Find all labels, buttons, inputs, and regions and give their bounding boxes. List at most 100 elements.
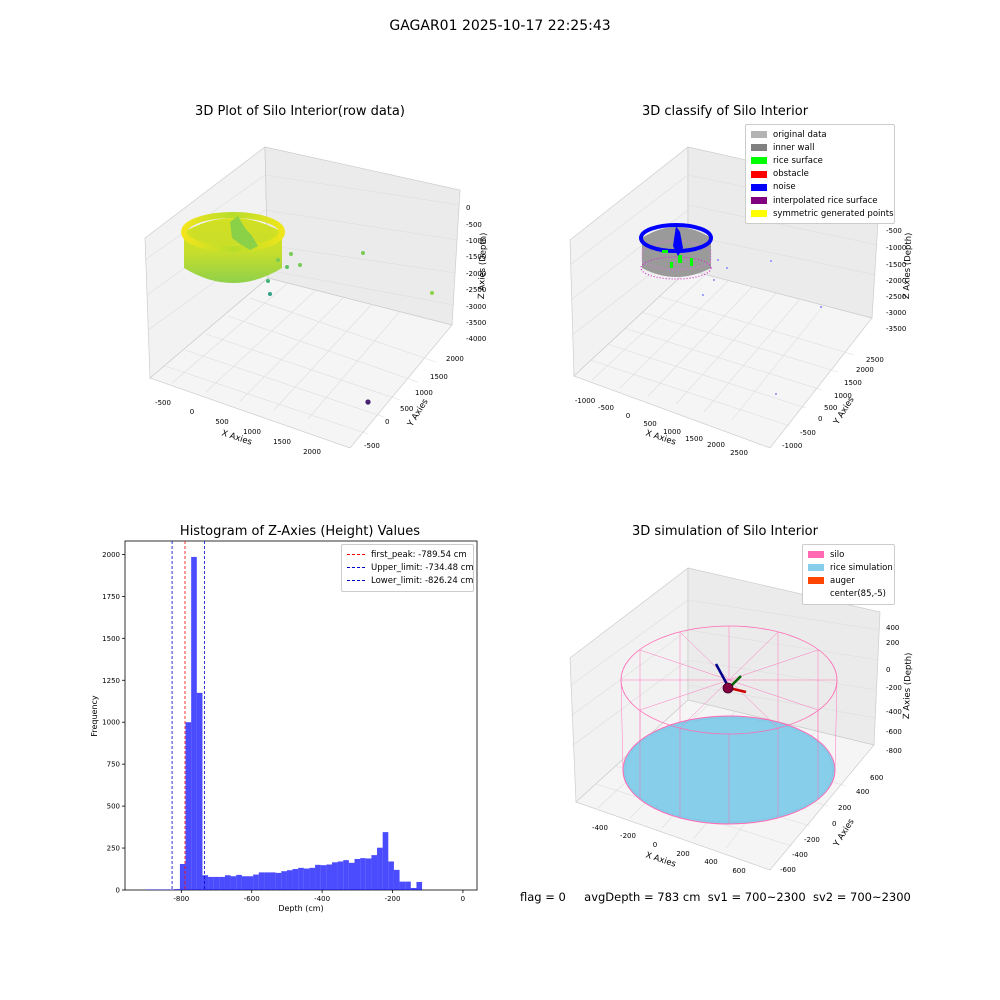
panel4-ticks: -400 -200 0 200 400 600 -600 -400 -200 0… bbox=[592, 624, 902, 875]
histogram-bar bbox=[348, 862, 355, 890]
p4-xtick: 400 bbox=[704, 858, 717, 866]
p4-ztick: -600 bbox=[886, 728, 902, 736]
p2-ytick: 0 bbox=[818, 415, 822, 423]
histogram-xlabel: Depth (cm) bbox=[278, 904, 323, 913]
legend-label: first_peak: -789.54 cm bbox=[371, 549, 467, 560]
p4-ytick: -600 bbox=[780, 866, 796, 874]
histogram-bar bbox=[146, 889, 152, 890]
p2-xtick: 2000 bbox=[707, 441, 725, 449]
p2-xtick: 1000 bbox=[663, 428, 681, 436]
histogram-bar bbox=[337, 861, 344, 890]
histogram-bar bbox=[393, 869, 400, 890]
avg-depth-text: avgDepth = 783 cm bbox=[584, 890, 701, 904]
histogram-y-tick-label: 0 bbox=[116, 887, 120, 895]
p4-ytick: 0 bbox=[832, 820, 836, 828]
histogram-y-tick-label: 750 bbox=[107, 761, 120, 769]
p4-ytick: -200 bbox=[804, 836, 820, 844]
p2-ztick: -500 bbox=[886, 227, 902, 235]
legend-item: center(85,-5) bbox=[808, 588, 889, 601]
histogram-y-tick-label: 1000 bbox=[102, 719, 120, 727]
p1-ztick: -2000 bbox=[466, 270, 486, 278]
p1-ztick: -1500 bbox=[466, 253, 486, 261]
panel1-title: 3D Plot of Silo Interior(row data) bbox=[195, 104, 405, 119]
histogram-frame bbox=[124, 540, 478, 891]
legend-swatch bbox=[808, 564, 824, 572]
p1-ytick: 2000 bbox=[446, 355, 464, 363]
histogram-y-tick-label: 1250 bbox=[102, 677, 120, 685]
histogram-bar bbox=[236, 874, 242, 890]
histogram-bar bbox=[377, 847, 383, 890]
panel4-silo-wireframe bbox=[620, 625, 838, 825]
histogram-bar bbox=[320, 865, 327, 890]
legend-label: center(85,-5) bbox=[830, 589, 886, 600]
legend-item: rice surface bbox=[751, 154, 889, 167]
panel2-classified-scatter bbox=[639, 223, 822, 395]
histogram-bar bbox=[286, 870, 293, 890]
status-footer: flag = 0 avgDepth = 783 cm sv1 = 700~230… bbox=[520, 890, 911, 904]
p2-ytick: 500 bbox=[824, 404, 837, 412]
p4-ztick: 400 bbox=[886, 624, 899, 632]
legend-item: Upper_limit: -734.48 cm bbox=[347, 561, 474, 574]
flag-text: flag = 0 bbox=[520, 890, 566, 904]
sv2-text: sv2 = 700~2300 bbox=[812, 890, 911, 904]
histogram-y-tick-label: 1750 bbox=[102, 593, 120, 601]
histogram-bar bbox=[253, 874, 259, 890]
legend-swatch bbox=[751, 183, 767, 191]
legend-label: noise bbox=[773, 182, 796, 193]
p1-xtick: 2000 bbox=[303, 448, 321, 456]
histogram-bar bbox=[151, 889, 158, 890]
legend-item: rice simulation bbox=[808, 561, 893, 574]
histogram-bar bbox=[241, 876, 248, 890]
panel1-axes bbox=[144, 146, 461, 449]
legend-item: symmetric generated points bbox=[751, 207, 894, 220]
histogram-bar bbox=[331, 862, 338, 890]
histogram-y-ticks: 0 250 500 750 1000 1250 1500 1750 2000 bbox=[102, 551, 125, 895]
legend-label: rice simulation bbox=[830, 562, 893, 573]
legend-label: symmetric generated points bbox=[773, 208, 894, 219]
legend-label: Lower_limit: -826.24 cm bbox=[371, 575, 474, 586]
p1-ztick: -1000 bbox=[466, 237, 486, 245]
histogram-bar bbox=[365, 858, 372, 890]
p4-ytick: -400 bbox=[792, 851, 808, 859]
histogram-y-tick-label: 2000 bbox=[102, 551, 120, 559]
panel2-axes bbox=[569, 146, 881, 449]
p1-xtick: 500 bbox=[215, 418, 228, 426]
histogram-bar bbox=[264, 872, 271, 890]
p2-zlabel: Z Axies (Depth) bbox=[902, 232, 914, 299]
p2-ytick: 2500 bbox=[866, 356, 884, 364]
histogram-bar bbox=[213, 876, 220, 890]
p1-xtick: 1500 bbox=[273, 438, 291, 446]
histogram-bar bbox=[343, 860, 349, 890]
histogram-bar bbox=[202, 875, 209, 890]
p4-ztick: 200 bbox=[886, 639, 899, 647]
legend-label: Upper_limit: -734.48 cm bbox=[371, 562, 474, 573]
p1-ylabel: Y Axies bbox=[405, 397, 431, 430]
legend-item: original data bbox=[751, 128, 889, 141]
legend-swatch bbox=[751, 131, 767, 139]
legend-item: obstacle bbox=[751, 168, 889, 181]
p2-ztick: -3000 bbox=[886, 309, 906, 317]
p4-xlabel: X Axies bbox=[644, 850, 677, 869]
auger-marker bbox=[714, 663, 747, 694]
p1-ytick: 1000 bbox=[415, 389, 433, 397]
p4-xtick: -400 bbox=[592, 824, 608, 832]
p4-ztick: -200 bbox=[886, 684, 902, 692]
histogram-bar bbox=[292, 869, 299, 890]
legend-label: interpolated rice surface bbox=[773, 195, 878, 206]
p4-ztick: 0 bbox=[886, 666, 890, 674]
legend-item: inner wall bbox=[751, 141, 889, 154]
p4-xtick: 0 bbox=[653, 841, 657, 849]
p2-xtick: 1500 bbox=[685, 435, 703, 443]
legend-item: Lower_limit: -826.24 cm bbox=[347, 574, 473, 587]
p4-ytick: 600 bbox=[870, 774, 883, 782]
legend-swatch bbox=[808, 590, 824, 598]
p1-ytick: 0 bbox=[385, 418, 389, 426]
sv1-text: sv1 = 700~2300 bbox=[707, 890, 806, 904]
p2-ztick: -2000 bbox=[886, 277, 906, 285]
panel2-legend: original data inner wall rice surface ob… bbox=[745, 124, 895, 225]
histogram-x-tick-label: -400 bbox=[314, 895, 330, 903]
p1-ytick: 500 bbox=[400, 405, 413, 413]
p2-xtick: 0 bbox=[626, 412, 630, 420]
legend-label: rice surface bbox=[773, 155, 823, 166]
